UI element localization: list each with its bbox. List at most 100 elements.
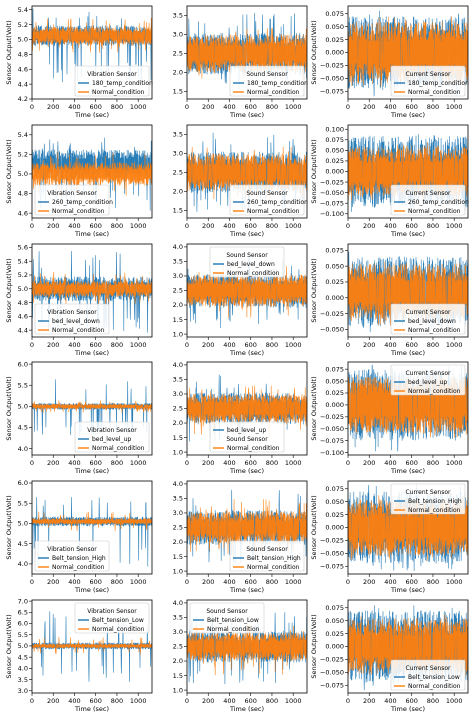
legend: Vibration Sensor 260_temp_condition Normal…	[34, 184, 113, 216]
x-tick-label: 0	[30, 578, 34, 586]
x-tick-label: 1000	[285, 697, 302, 705]
x-tick-label: 400	[68, 578, 80, 586]
y-tick-label: 5.6	[18, 244, 28, 252]
y-tick-label: 1.5	[173, 316, 183, 324]
legend-label: Normal_condition	[92, 445, 145, 452]
plot-area	[187, 612, 307, 685]
y-tick-label: 4.0	[18, 560, 28, 568]
legend: bed_level_up Sound Sensor Normal_condition	[209, 421, 285, 453]
x-axis-label: Time (sec)	[74, 230, 109, 238]
y-tick-label: 2.5	[173, 50, 183, 58]
y-tick-label: −0.075	[320, 87, 344, 95]
x-tick-label: 200	[202, 103, 214, 111]
series-line	[348, 614, 468, 680]
chart-panel: 0 200 400 600 800 1000 Time (sec) 1.0 1.5 2.0 2.5 3…	[173, 480, 308, 594]
legend-label: 260_temp_condition	[52, 199, 113, 206]
y-tick-label: 0.050	[325, 498, 344, 506]
x-tick-label: 1000	[285, 459, 302, 467]
x-tick-label: 1000	[130, 222, 147, 230]
y-tick-label: 0.000	[325, 524, 344, 532]
y-tick-label: −0.025	[320, 62, 344, 70]
legend-title: Current Sensor	[405, 370, 451, 377]
legend-box	[390, 364, 466, 396]
x-tick-label: 800	[111, 697, 123, 705]
plot-area	[348, 133, 468, 212]
y-tick-label: 3.5	[18, 676, 28, 684]
y-tick-label: 1.5	[173, 434, 183, 442]
x-tick-label: 400	[68, 341, 80, 349]
legend-label: bed_level_down	[408, 318, 456, 325]
x-tick-label: 200	[47, 341, 59, 349]
y-tick-label: 3.5	[173, 12, 183, 20]
plot-area	[187, 258, 307, 329]
y-tick-label: −0.025	[320, 413, 344, 421]
x-tick-label: 200	[47, 578, 59, 586]
legend-box	[74, 602, 150, 634]
y-tick-label: 0.025	[325, 389, 344, 397]
x-tick-label: 0	[346, 222, 350, 230]
y-axis-label: Sensor Output(Volt)	[5, 258, 13, 322]
legend: Vibration Sensor Belt_tension_Low Normal_c…	[74, 602, 150, 634]
legend-title: Current Sensor	[405, 71, 451, 78]
x-tick-label: 0	[346, 103, 350, 111]
x-tick-label: 400	[384, 459, 396, 467]
x-tick-label: 800	[266, 697, 278, 705]
chart-panel: 0 200 400 600 800 1000 Time (sec) 4.4 4.6 4.8 5.0 5…	[5, 243, 153, 357]
y-tick-label: 0.000	[325, 401, 344, 409]
x-axis-label: Time (sec)	[390, 111, 425, 119]
legend-label: Belt_tension_Low	[92, 617, 144, 624]
x-tick-label: 600	[245, 578, 257, 586]
x-axis-label: Time (sec)	[229, 349, 264, 357]
legend-box	[229, 65, 305, 97]
x-tick-label: 400	[68, 459, 80, 467]
series-line	[32, 271, 152, 306]
y-tick-label: 4.4	[18, 326, 28, 334]
y-axis-label: Sensor Output(Volt)	[5, 139, 13, 203]
legend-box	[34, 184, 110, 216]
x-tick-label: 600	[406, 103, 418, 111]
chart-panel: 0 200 400 600 800 1000 Time (sec) −0.075 −0.050 −…	[310, 599, 469, 713]
y-tick-label: 5.2	[18, 151, 28, 159]
chart-panel: 0 200 400 600 800 1000 Time (sec) 1.5 2.0 2.5 3.0 3…	[173, 124, 308, 238]
y-tick-label: 0.000	[325, 168, 344, 176]
y-tick-label: 0.050	[325, 262, 344, 270]
y-axis-label: Sensor Output(Volt)	[310, 20, 318, 84]
y-tick-label: 3.0	[173, 390, 183, 398]
x-tick-label: 400	[384, 222, 396, 230]
x-tick-label: 400	[223, 103, 235, 111]
legend-label: Normal_condition	[408, 507, 461, 514]
x-axis-label: Time (sec)	[229, 111, 264, 119]
legend-box	[229, 184, 305, 216]
x-tick-label: 200	[363, 578, 375, 586]
x-tick-label: 600	[406, 578, 418, 586]
y-tick-label: 1.0	[173, 448, 183, 456]
y-tick-label: 5.4	[18, 6, 28, 14]
plot-area	[348, 605, 468, 691]
legend: Vibration Sensor bed_level_down Normal_con…	[34, 303, 110, 335]
y-tick-label: 4.8	[18, 190, 28, 198]
y-tick-label: 4.0	[173, 599, 183, 607]
legend-title: Current Sensor	[405, 665, 451, 672]
x-axis-label: Time (sec)	[229, 586, 264, 594]
x-tick-label: 600	[90, 103, 102, 111]
y-tick-label: 0.025	[325, 157, 344, 165]
plot-area	[32, 611, 152, 682]
y-tick-label: 0.075	[325, 485, 344, 493]
legend: Current Sensor Belt_tension_Low Normal_con…	[390, 659, 466, 691]
legend-title: Sound Sensor	[246, 190, 288, 197]
legend-box	[390, 184, 466, 216]
legend-box	[74, 421, 150, 453]
legend-label: Normal_condition	[247, 89, 300, 96]
legend-title: Vibration Sensor	[87, 427, 137, 434]
axes-frame	[186, 5, 308, 100]
x-axis-label: Time (sec)	[390, 230, 425, 238]
series-line	[348, 495, 468, 561]
axes-frame	[347, 361, 469, 456]
y-tick-label: 3.5	[173, 376, 183, 384]
x-axis-label: Time (sec)	[74, 586, 109, 594]
chart-panel: 0 200 400 600 800 1000 Time (sec) −0.075 −0.050 −…	[310, 480, 469, 594]
y-tick-label: −0.075	[320, 562, 344, 570]
y-tick-label: 2.5	[173, 643, 183, 651]
y-tick-label: 1.0	[173, 567, 183, 575]
legend-label: Normal_condition	[408, 89, 461, 96]
